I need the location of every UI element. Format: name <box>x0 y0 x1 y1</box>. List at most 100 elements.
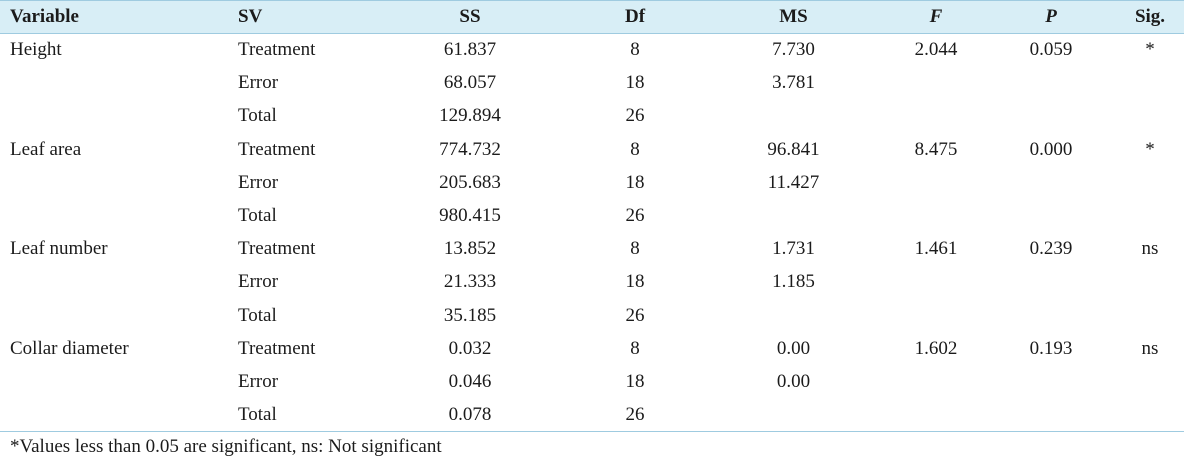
cell-variable: Height <box>10 39 62 61</box>
header-df: Df <box>569 0 701 34</box>
cell-sv: Treatment <box>238 138 316 160</box>
cell-sig: * <box>1145 39 1155 61</box>
cell-f <box>886 166 986 199</box>
cell-p <box>986 67 1116 100</box>
cell-sig <box>1116 199 1184 232</box>
table-row: Total 129.894 26 <box>0 100 1184 133</box>
cell-f <box>886 199 986 232</box>
cell-ms: 1.731 <box>772 238 815 260</box>
cell-variable: Leaf number <box>10 238 108 260</box>
cell-sv: Treatment <box>238 238 316 260</box>
table-row: Leaf number Treatment 13.852 8 1.731 1.461 0.2… <box>0 233 1184 266</box>
cell-f: 1.461 <box>914 238 958 260</box>
cell-p <box>986 299 1116 332</box>
cell-f <box>886 100 986 133</box>
cell-ss: 0.032 <box>448 337 492 359</box>
header-sv: SV <box>231 0 371 34</box>
table-row: Error 21.333 18 1.185 <box>0 266 1184 299</box>
cell-sig: ns <box>1141 337 1159 359</box>
cell-variable: Collar diameter <box>10 337 129 359</box>
cell-p <box>986 365 1116 398</box>
cell-ss: 68.057 <box>443 72 497 94</box>
table-row: Total 35.185 26 <box>0 299 1184 332</box>
cell-variable <box>0 199 231 232</box>
cell-ms: 96.841 <box>767 138 820 160</box>
cell-p <box>986 166 1116 199</box>
table-row: Leaf area Treatment 774.732 8 96.841 8.475 0.0… <box>0 133 1184 166</box>
table-row: Error 68.057 18 3.781 <box>0 67 1184 100</box>
table-body: Height Treatment 61.837 8 7.730 2.044 0.059 * Er… <box>0 34 1184 433</box>
header-f: F <box>886 0 986 34</box>
cell-p: 0.000 <box>1029 138 1073 160</box>
cell-ss: 980.415 <box>439 205 501 227</box>
cell-sv: Error <box>238 370 279 392</box>
cell-ms: 0.00 <box>776 370 811 392</box>
cell-sig <box>1116 365 1184 398</box>
cell-sig: * <box>1145 138 1155 160</box>
table-header-row: Variable SV SS Df MS F P Sig. <box>0 0 1184 34</box>
cell-f <box>886 365 986 398</box>
header-ss: SS <box>371 0 569 34</box>
cell-ss: 129.894 <box>439 105 501 127</box>
cell-ms: 0.00 <box>776 337 811 359</box>
cell-sv: Error <box>238 72 279 94</box>
cell-variable <box>0 398 231 433</box>
cell-ss: 774.732 <box>439 138 501 160</box>
table-row: Total 980.415 26 <box>0 199 1184 232</box>
cell-f <box>886 398 986 433</box>
cell-sv: Total <box>238 205 277 227</box>
cell-variable <box>0 299 231 332</box>
cell-df: 8 <box>630 337 640 359</box>
cell-sig <box>1116 67 1184 100</box>
cell-ms <box>701 299 886 332</box>
cell-variable <box>0 166 231 199</box>
cell-sv: Total <box>231 398 371 433</box>
cell-p <box>986 398 1116 433</box>
table-row: Height Treatment 61.837 8 7.730 2.044 0.059 * <box>0 34 1184 67</box>
cell-f <box>886 299 986 332</box>
table-footnote: *Values less than 0.05 are significant, … <box>10 436 442 457</box>
cell-ss: 21.333 <box>443 271 497 293</box>
cell-df: 26 <box>569 398 701 433</box>
table-row: Collar diameter Treatment 0.032 8 0.00 1.602 0… <box>0 332 1184 365</box>
header-p: P <box>986 0 1116 34</box>
cell-ss: 205.683 <box>439 171 501 193</box>
cell-df: 18 <box>625 171 645 193</box>
cell-sig <box>1116 266 1184 299</box>
table-row: Error 0.046 18 0.00 <box>0 365 1184 398</box>
cell-df: 26 <box>625 205 645 227</box>
cell-ms <box>701 100 886 133</box>
cell-sv: Treatment <box>238 337 316 359</box>
header-ms: MS <box>701 0 886 34</box>
cell-f: 8.475 <box>914 138 958 160</box>
cell-df: 8 <box>630 39 640 61</box>
cell-f: 2.044 <box>914 39 958 61</box>
cell-sig <box>1116 100 1184 133</box>
cell-p <box>986 266 1116 299</box>
cell-variable <box>0 100 231 133</box>
cell-f <box>886 67 986 100</box>
anova-table: Variable SV SS Df MS F P Sig. Height Trea… <box>0 0 1184 433</box>
cell-ms <box>701 199 886 232</box>
cell-ss: 0.046 <box>448 370 492 392</box>
cell-df: 18 <box>625 271 645 293</box>
cell-ms: 3.781 <box>772 72 815 94</box>
cell-ms: 7.730 <box>772 39 815 61</box>
cell-p: 0.059 <box>1029 39 1073 61</box>
cell-ms: 11.427 <box>767 171 820 193</box>
table-row: Error 205.683 18 11.427 <box>0 166 1184 199</box>
cell-sv: Total <box>238 105 277 127</box>
cell-ms <box>701 398 886 433</box>
cell-p <box>986 199 1116 232</box>
cell-sig: ns <box>1141 238 1159 260</box>
cell-p: 0.193 <box>1029 337 1073 359</box>
cell-variable: Leaf area <box>10 138 82 160</box>
cell-ss: 0.078 <box>371 398 569 433</box>
cell-f <box>886 266 986 299</box>
cell-df: 8 <box>630 238 640 260</box>
header-sig: Sig. <box>1116 0 1184 34</box>
cell-variable <box>0 365 231 398</box>
cell-p: 0.239 <box>1029 238 1073 260</box>
cell-ss: 13.852 <box>443 238 497 260</box>
